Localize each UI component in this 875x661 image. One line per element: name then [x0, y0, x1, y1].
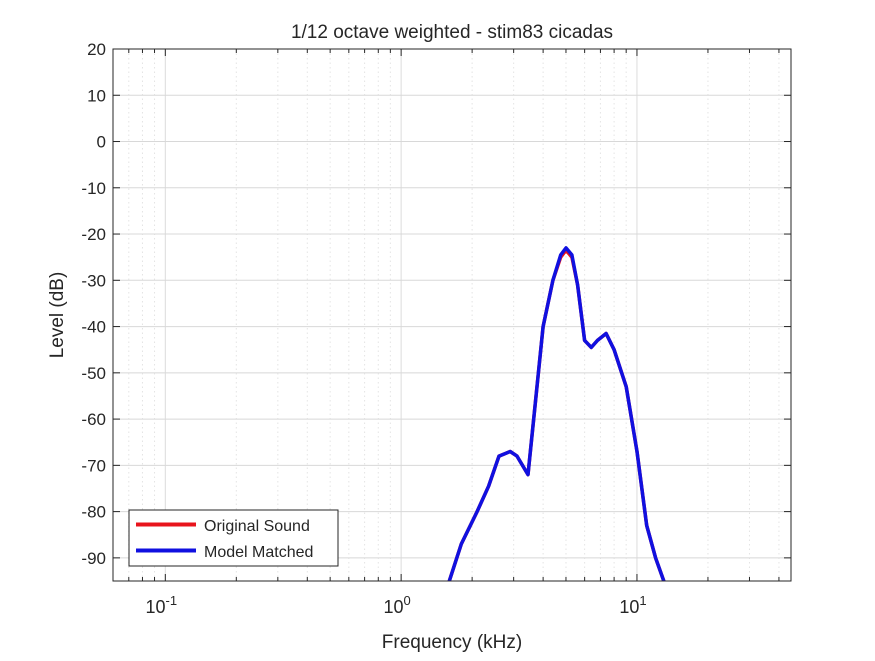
y-tick-label: -60: [81, 410, 106, 429]
legend-label-original: Original Sound: [204, 518, 310, 535]
x-tick-label: 10-1: [146, 593, 178, 617]
y-tick-label: -70: [81, 456, 106, 475]
plot-area: [113, 49, 791, 581]
legend-box: [128, 509, 339, 567]
y-tick-label: -80: [81, 503, 106, 522]
legend: Original Sound Model Matched: [128, 509, 339, 567]
chart-title: 1/12 octave weighted - stim83 cicadas: [291, 22, 613, 43]
plot-frame: [112, 48, 792, 582]
y-tick-label: -50: [81, 364, 106, 383]
y-tick-label: 10: [87, 86, 106, 105]
series-line-model-matched: [447, 246, 666, 581]
y-tick-label: 20: [87, 40, 106, 59]
y-axis-label: Level (dB): [47, 272, 68, 359]
y-tick-label: -20: [81, 225, 106, 244]
y-tick-label: -10: [81, 179, 106, 198]
x-axis-label: Frequency (kHz): [382, 632, 522, 653]
y-tick-label: -40: [81, 318, 106, 337]
y-tick-label: -90: [81, 549, 106, 568]
series-layer: [447, 246, 666, 581]
y-tick-label: 0: [97, 133, 106, 152]
legend-label-model: Model Matched: [204, 544, 313, 561]
x-tick-label: 100: [384, 593, 411, 617]
y-tick-label: -30: [81, 271, 106, 290]
x-tick-label: 101: [619, 593, 646, 617]
